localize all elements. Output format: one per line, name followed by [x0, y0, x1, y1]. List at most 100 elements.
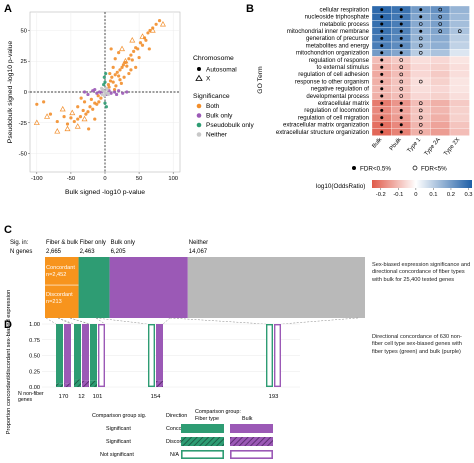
row-label-sig: Sig. in: [10, 240, 29, 246]
heatmap-marker-open [399, 58, 404, 62]
heatmap-marker-filled [419, 8, 423, 12]
proportion-group-labels: 170 12 101 154 193 [59, 394, 279, 400]
heatmap-row-label: regulation of cell adhesion [298, 71, 369, 78]
y-tick-label: 0 [24, 90, 27, 96]
scatter-point [55, 119, 59, 124]
zoom-connector-left [95, 317, 149, 325]
scatter-point [103, 90, 107, 94]
scatter-point [91, 107, 95, 111]
heatmap-cell [391, 77, 412, 86]
scatter-point [111, 65, 115, 69]
heatmap-marker-filled [380, 80, 384, 84]
scatter-point [79, 96, 83, 100]
heatmap-marker-open [418, 115, 423, 120]
heatmap-cell [449, 49, 470, 57]
scatter-point-x-chromosome [129, 36, 136, 43]
colorbar-tick-label: -0.2 [376, 192, 386, 198]
zoom-connector-right [280, 317, 359, 325]
scatter-point [106, 92, 111, 97]
colorbar-ticks: -0.2 -0.1 0 0.1 0.2 0.3 [376, 188, 473, 198]
scatter-point-x-chromosome [64, 125, 71, 132]
heatmap-cell [449, 113, 470, 122]
heatmap-marker-open [438, 7, 443, 12]
zoom-connector-right [69, 317, 90, 325]
heatmap-marker-filled [399, 15, 403, 19]
heatmap-marker-filled [380, 116, 384, 120]
summary-bar-segment [187, 257, 365, 318]
heatmap-cell [430, 121, 451, 129]
scatter-point [147, 47, 151, 51]
colorbar-tick-label: 0.1 [429, 192, 437, 198]
scatter-point [108, 71, 112, 76]
summary-count-label: 2,463 [80, 249, 96, 255]
concordant-bar [74, 324, 81, 380]
heatmap-marker-open [418, 130, 423, 134]
scatter-point [95, 91, 99, 95]
heatmap-column-label: Pbulk [389, 137, 403, 152]
heatmap-cell [449, 85, 470, 93]
panel-a: A -100 -50 0 50 100 -50 -25 0 25 50 Bulk signed … [4, 3, 254, 196]
legend-fiber-discordant-swatch [181, 437, 224, 446]
legend-significance-label: Both [206, 103, 220, 110]
y-tick-label: 0.75 [29, 338, 40, 344]
heatmap-marker-open [418, 50, 423, 55]
heatmap-marker-filled [380, 8, 384, 12]
legend-significance-label: Pseudobulk only [206, 122, 254, 129]
scatter-point [115, 70, 119, 74]
concordant-label-2: n=2,452 [46, 272, 66, 278]
heatmap-cell [410, 99, 431, 107]
scatter-point [117, 51, 121, 55]
scatter-point [42, 100, 46, 104]
heatmap-row-label: extracellular structure organization [276, 129, 369, 136]
heatmap-cell [410, 106, 431, 115]
heatmap-cell [410, 56, 431, 64]
panel-b: B GO Term cellular respirationnucleoside… [246, 3, 473, 198]
discordant-bar [90, 380, 97, 387]
scatter-x-label: Bulk signed -log10 p-value [65, 189, 145, 196]
heatmap-cell [410, 77, 431, 86]
scatter-point [108, 79, 113, 83]
scatter-point [157, 19, 162, 23]
heatmap-row-label: regulation of cell migration [298, 114, 369, 121]
legend-significance-swatch [196, 113, 202, 118]
heatmap-marker-open [399, 87, 404, 91]
group-count-label: 170 [59, 394, 69, 400]
scatter-point [119, 81, 123, 85]
legend-row1-sig: Significant [106, 426, 131, 432]
x-tick-label: 100 [168, 176, 178, 182]
group-count-label: 12 [78, 394, 84, 400]
heatmap-marker-open [457, 29, 462, 34]
scatter-point-x-chromosome [119, 45, 126, 52]
heatmap-cell [449, 5, 470, 14]
heatmap-marker-filled [380, 72, 384, 76]
scatter-point [146, 31, 150, 35]
heatmap-marker-open [418, 101, 423, 105]
scatter-y-label: Pseudobulk signed -log10 p-value [7, 41, 14, 144]
group-count-label: 193 [269, 394, 279, 400]
heatmap-marker-open [399, 79, 404, 84]
heatmap-cell [430, 20, 451, 28]
heatmap-marker-open [438, 14, 443, 19]
discordant-bar [156, 380, 163, 387]
scatter-point [102, 83, 106, 87]
heatmap-cell [430, 13, 451, 21]
scatter-point [111, 80, 115, 84]
heatmap-cell [430, 70, 451, 79]
summary-category-label: Fiber only [80, 240, 106, 246]
heatmap-marker-filled [419, 29, 423, 33]
not-significant-bar [97, 324, 105, 388]
scatter-point [109, 91, 113, 95]
scatter-point [103, 80, 107, 84]
y-tick-label: 0.00 [29, 385, 40, 391]
heatmap-column-label: Type 2A [424, 137, 442, 157]
scatter-point-x-chromosome [44, 113, 51, 119]
legend-x-label: X [206, 76, 211, 83]
scatter-point [48, 112, 53, 116]
legend-significance-label: Bulk only [206, 113, 233, 120]
panel-letter-d: D [4, 319, 12, 331]
heatmap-cell [449, 106, 470, 115]
scatter-point [82, 100, 87, 104]
scatter-point [132, 49, 136, 53]
panel-letter-b: B [246, 3, 254, 15]
scatter-point [127, 71, 131, 76]
